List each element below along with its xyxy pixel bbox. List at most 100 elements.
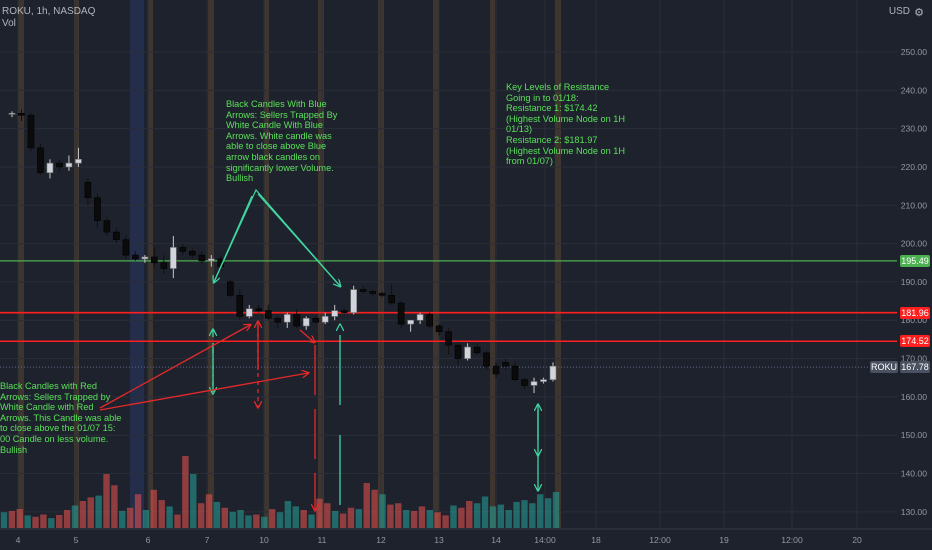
grid: [0, 0, 897, 528]
volume-bar: [174, 514, 181, 528]
volume-bar: [387, 504, 394, 528]
annotation-arrow: [214, 195, 253, 282]
volume-bar: [134, 494, 142, 528]
annotation-key-levels: Key Levels of Resistance Going in to 01/1…: [506, 82, 625, 167]
volume-bar: [40, 514, 47, 528]
volume-bar: [339, 513, 347, 528]
volume-bar: [87, 497, 94, 528]
annotation-arrows: [99, 188, 538, 510]
candle-body: [331, 310, 339, 317]
candle-body: [416, 314, 424, 321]
x-tick-label: 20: [852, 535, 862, 545]
volume-bar: [150, 489, 158, 528]
y-tick-label: 180.00: [901, 315, 928, 325]
candle-body: [340, 310, 348, 313]
volume-bar: [95, 495, 102, 528]
key-levels-line: Going in to 01/18:: [506, 92, 579, 103]
annotation-arrow: [99, 325, 250, 409]
volume-bar: [221, 507, 228, 528]
volume-bar: [308, 514, 315, 528]
volume-bar: [505, 510, 512, 528]
volume-bar: [434, 512, 441, 528]
candle-body: [170, 247, 177, 269]
x-tick-label: 12:00: [781, 535, 803, 545]
horizontal-levels: [0, 260, 897, 368]
candle-body: [274, 318, 282, 323]
candle-body: [464, 346, 471, 359]
volume-bar: [418, 506, 426, 528]
y-tick-label: 150.00: [901, 430, 928, 440]
volume-bar: [32, 516, 39, 528]
y-tick-label: 160.00: [901, 392, 928, 402]
volume-bar: [442, 515, 449, 528]
x-axis: 4 5 6 7 10 11 12 13 14 14:00 18 12:00 19 12:00 20: [0, 528, 932, 545]
volume-bar: [347, 507, 355, 528]
volume-bar: [63, 510, 71, 528]
x-tick-label: 5: [74, 535, 79, 545]
session-band: [148, 0, 153, 528]
volume-bar: [521, 500, 528, 528]
red-annotation-line: Arrows. This Candle was able: [0, 412, 122, 423]
key-levels-line: Resistance 1: $174.42: [506, 103, 598, 114]
price-tag: 181.96: [900, 306, 930, 319]
y-tick-label: 170.00: [901, 354, 928, 364]
session-band: [18, 0, 24, 528]
x-tick-label: 6: [146, 535, 151, 545]
volume-bar: [497, 504, 504, 528]
volume-bar: [537, 494, 544, 528]
annotation-blue-arrows: Black Candles With Blue Arrows: Sellers T…: [226, 99, 337, 184]
y-axis: 250.00 240.00 230.00 220.00 210.00 200.00 190.…: [897, 0, 932, 550]
candle-body: [302, 318, 310, 327]
y-tick-label: 220.00: [901, 162, 928, 172]
last-symbol-tag: ROKU: [870, 361, 898, 374]
blue-annotation-line: Arrows. White candle was: [226, 130, 332, 141]
x-tick-label: 13: [434, 535, 444, 545]
candles: [8, 109, 557, 394]
blue-annotation-line: significantly lower Volume.: [226, 162, 334, 173]
price-tag: 174.52: [900, 335, 930, 348]
x-tick-label: 10: [259, 535, 269, 545]
volume-bar: [237, 510, 244, 528]
annotation-red-arrows: Black Candles with Red Arrows: Sellers Tr…: [0, 381, 121, 455]
volume-bar: [158, 500, 165, 528]
candle-body: [151, 256, 158, 264]
candle-body: [113, 231, 120, 241]
volume-bar: [16, 509, 23, 528]
y-tick-label: 130.00: [901, 507, 928, 517]
volume-bar: [489, 506, 497, 528]
red-annotation-line: White Candle with Red: [0, 402, 94, 413]
volume-bar: [111, 485, 118, 528]
candle-body: [312, 318, 320, 323]
candle-body: [283, 314, 291, 323]
x-tick-label: 4: [16, 535, 21, 545]
volume-bar: [126, 507, 134, 528]
candle-body: [483, 352, 490, 367]
volume-bar: [513, 501, 520, 528]
volume-bar: [379, 494, 386, 528]
candle-body: [388, 295, 395, 304]
gear-icon[interactable]: ⚙: [914, 7, 924, 19]
candle-body: [426, 314, 433, 327]
y-tick-label: 200.00: [901, 239, 928, 249]
session-band: [433, 0, 439, 528]
red-annotation-line: Bullish: [0, 444, 28, 455]
volume-bar: [529, 503, 536, 528]
volume-bars: [0, 456, 560, 528]
y-tick-label: 250.00: [901, 47, 928, 57]
volume-bar: [245, 515, 252, 528]
key-levels-line: (Highest Volume Node on 1H: [506, 113, 625, 124]
y-tick-label: 190.00: [901, 277, 928, 287]
annotation-arrow: [257, 193, 340, 286]
session-band: [264, 0, 269, 528]
candle-body: [56, 162, 63, 168]
candle-body: [264, 310, 272, 319]
x-tick-label: 12:00: [649, 535, 671, 545]
volume-bar: [284, 501, 292, 528]
session-band: [130, 0, 144, 528]
annotation-arrow: [99, 373, 308, 411]
x-tick-label: 14: [491, 535, 501, 545]
candle-body: [549, 365, 557, 380]
volume-bar: [8, 510, 16, 528]
volume-bar: [552, 492, 560, 528]
